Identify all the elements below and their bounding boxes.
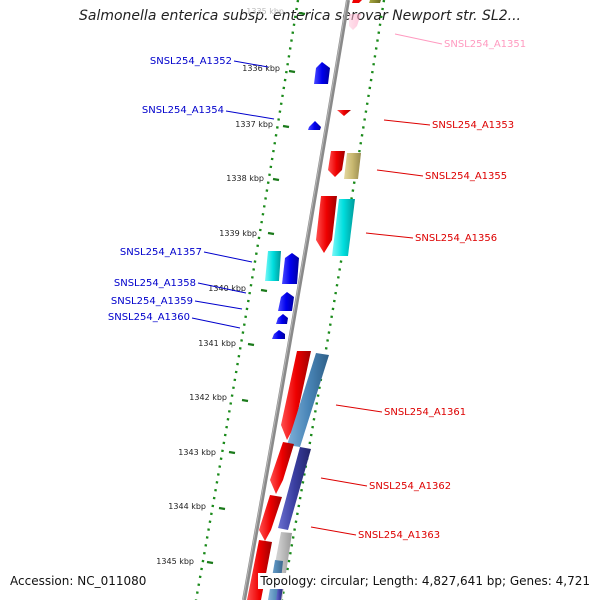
tick-mark [288, 69, 296, 74]
gene-label[interactable]: SNSL254_A1363 [358, 530, 440, 541]
cds-a1356-red [316, 196, 337, 253]
tick-mark [282, 124, 290, 129]
gene-leader-line [203, 251, 253, 263]
gene-label[interactable]: SNSL254_A1357 [120, 247, 202, 258]
gene-leader-line [197, 282, 247, 294]
cds-a1362-slate [278, 447, 311, 530]
gene-label[interactable]: SNSL254_A1352 [150, 56, 232, 67]
gene-leader-line [225, 110, 275, 120]
tick-label: 1345 kbp [156, 557, 194, 566]
tick-label: 1341 kbp [198, 339, 236, 348]
gene-leader-line [394, 33, 443, 45]
tick-label: 1340 kbp [208, 284, 246, 293]
map-title: Salmonella enterica subsp. enterica sero… [79, 8, 521, 24]
tick-label: 1339 kbp [219, 229, 257, 238]
gene-leader-line [194, 300, 243, 310]
topology-summary: Topology: circular; Length: 4,827,641 bp… [258, 573, 592, 589]
tick-label: 1336 kbp [242, 64, 280, 73]
tick-label: 1343 kbp [178, 448, 216, 457]
tick-mark [228, 450, 236, 455]
cds-a1361-steel [287, 353, 329, 447]
tick-mark [267, 231, 275, 236]
cds-a1363-red [259, 495, 282, 541]
tick-mark [241, 398, 249, 403]
gene-label[interactable]: SNSL254_A1355 [425, 171, 507, 182]
gene-label[interactable]: SNSL254_A1359 [111, 296, 193, 307]
tick-label: 1337 kbp [235, 120, 273, 129]
cds-a1361-red [281, 351, 311, 440]
inner-ring-guide [194, 0, 300, 600]
tick-label: 1342 kbp [189, 393, 227, 402]
accession-label: Accession: NC_011080 [8, 573, 149, 589]
cds-a1356-cyan [332, 199, 355, 256]
red-feature-top [352, 0, 362, 3]
tick-mark [298, 11, 306, 16]
tick-label: 1335 kbp [246, 7, 284, 16]
cds-a1354 [308, 121, 321, 130]
cds-a1355-red [328, 151, 345, 177]
cds-a1357 [282, 253, 299, 284]
genome-backbone-highlight [242, 0, 348, 600]
gene-label[interactable]: SNSL254_A1351 [444, 39, 526, 50]
gene-leader-line [383, 119, 431, 126]
gene-leader-line [233, 60, 269, 68]
tick-label: 1344 kbp [168, 502, 206, 511]
cds-a1357-cyan [265, 251, 281, 281]
genome-backbone [242, 0, 350, 600]
cds-a1353 [337, 110, 351, 116]
cds-a1362-red [270, 442, 294, 494]
outer-ring-guide [280, 0, 386, 600]
olive-feature-top [369, 0, 381, 3]
tick-mark [218, 506, 226, 511]
cds-a1352 [314, 62, 330, 84]
gene-label[interactable]: SNSL254_A1358 [114, 278, 196, 289]
cds-a1358 [278, 292, 294, 311]
tick-mark [206, 560, 214, 565]
tick-label: 1338 kbp [226, 174, 264, 183]
gene-leader-line [310, 526, 357, 536]
cds-a1359 [276, 314, 288, 324]
gene-label[interactable]: SNSL254_A1356 [415, 233, 497, 244]
tick-mark [247, 342, 255, 347]
pink-feature-top [349, 14, 361, 30]
gene-label[interactable]: SNSL254_A1353 [432, 120, 514, 131]
gene-leader-line [191, 317, 241, 329]
cds-a1355-khaki [344, 153, 361, 179]
gene-label[interactable]: SNSL254_A1360 [108, 312, 190, 323]
gene-labels: SNSL254_A1351 SNSL254_A1352 SNSL254_A1353 S… [108, 33, 526, 541]
kbp-scale: 1335 kbp 1336 kbp 1337 kbp 1338 kbp 1339 kbp… [156, 7, 306, 566]
gene-label[interactable]: SNSL254_A1361 [384, 407, 466, 418]
gene-label[interactable]: SNSL254_A1354 [142, 105, 224, 116]
gene-leader-line [335, 404, 383, 413]
gene-leader-line [320, 477, 368, 487]
gene-leader-line [376, 169, 424, 177]
gene-label[interactable]: SNSL254_A1362 [369, 481, 451, 492]
tick-mark [260, 288, 268, 293]
gene-leader-line [365, 232, 414, 239]
tick-mark [272, 177, 280, 182]
cds-a1360 [272, 330, 285, 339]
cds-lower-red [247, 540, 272, 600]
